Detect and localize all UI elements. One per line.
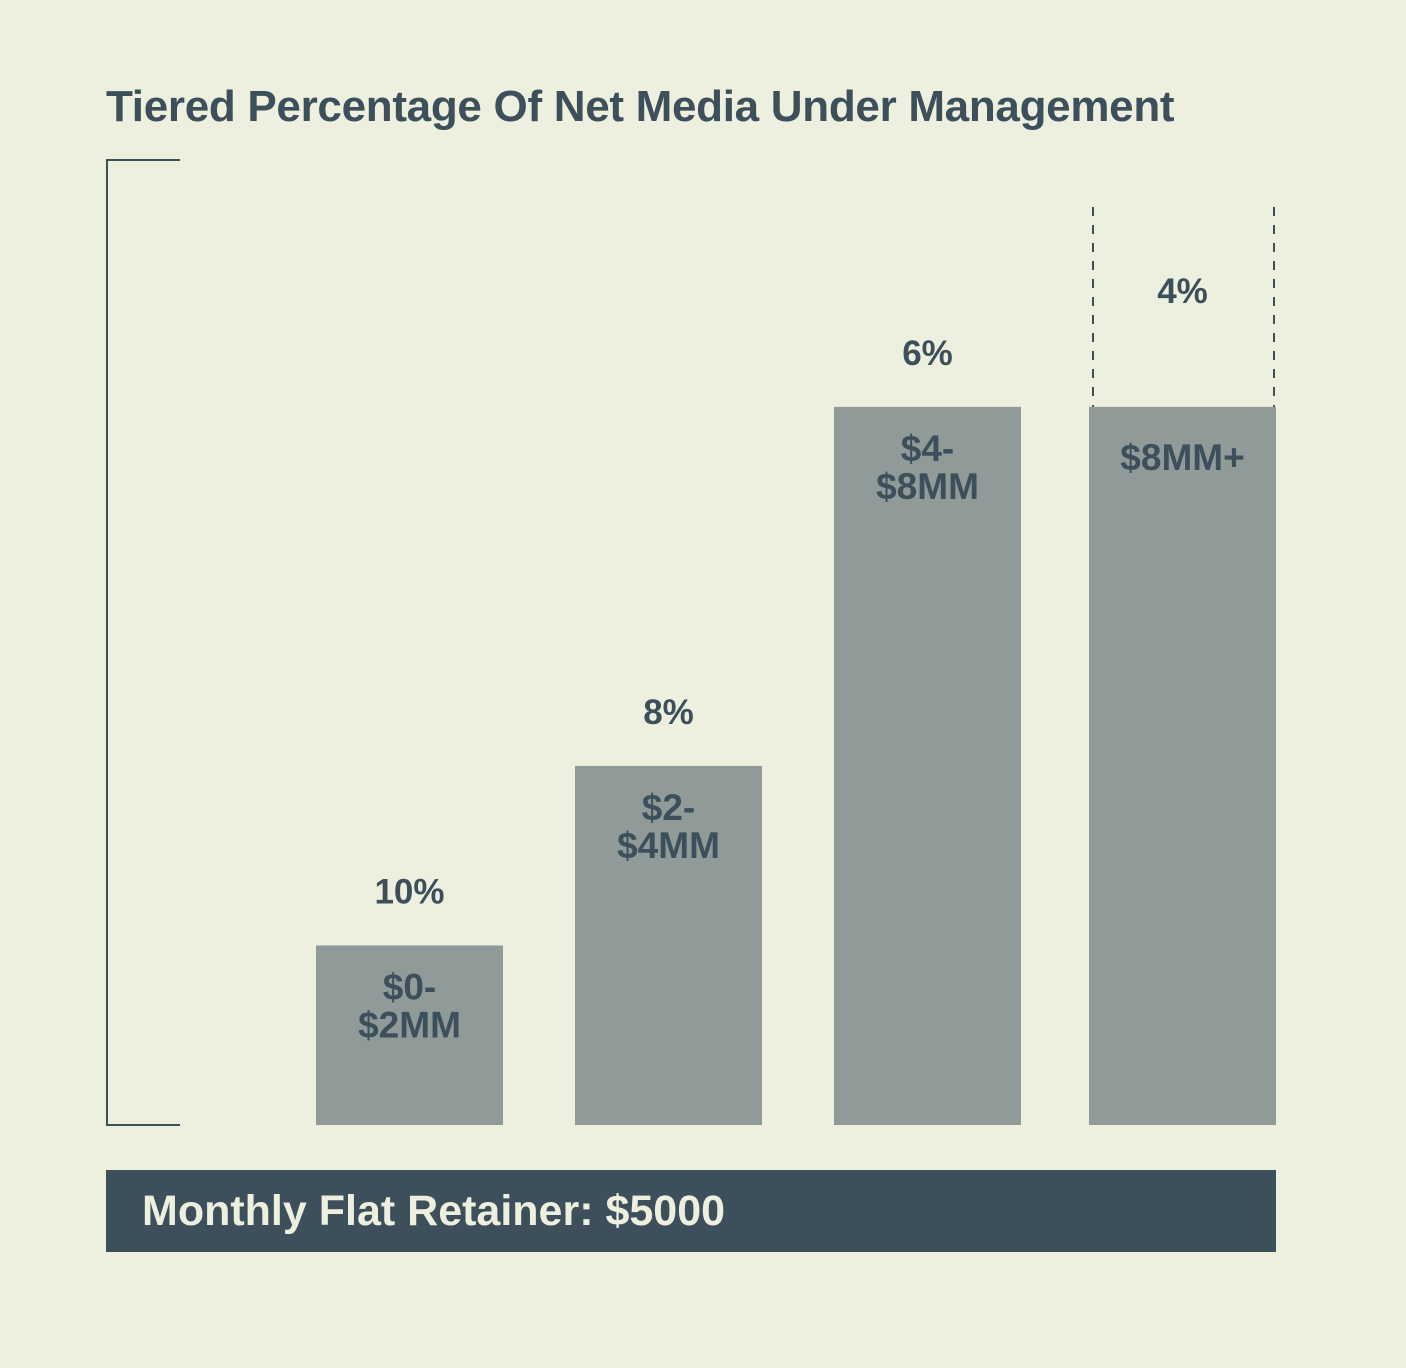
bar-2-4mm (575, 765, 762, 1125)
bar-4-8mm (834, 406, 1021, 1125)
tier-label-0-2mm: $0-$2MM (358, 966, 461, 1045)
tier-label-4-8mm: $4-$8MM (876, 428, 979, 507)
tier-label-line: $8MM (876, 466, 979, 507)
tier-label-line: $8MM+ (1120, 437, 1244, 478)
tier-bar-chart: 10% $0-$2MM 8% $2-$4MM 6% $4-$8MM 4% $8MM+ (106, 159, 1276, 1126)
tier-label-line: $4- (901, 428, 954, 469)
tier-label-line: $4MM (617, 825, 720, 866)
tier-label-line: $0- (383, 966, 436, 1007)
monthly-retainer-label: Monthly Flat Retainer: $5000 (142, 1186, 726, 1235)
tier-label-line: $2MM (358, 1004, 461, 1045)
rate-label-0-2mm: 10% (374, 872, 444, 911)
bar-8mm (1089, 406, 1276, 1125)
bars-group: 10% $0-$2MM 8% $2-$4MM 6% $4-$8MM 4% $8MM+ (316, 207, 1276, 1125)
tier-label-2-4mm: $2-$4MM (617, 787, 720, 866)
bar-0-2mm (316, 945, 503, 1125)
rate-label-4-8mm: 6% (902, 334, 953, 373)
monthly-retainer-banner: Monthly Flat Retainer: $5000 (106, 1170, 1276, 1252)
tier-label-line: $2- (642, 787, 695, 828)
chart-title: Tiered Percentage Of Net Media Under Man… (106, 82, 1175, 131)
rate-label-8mm: 4% (1157, 272, 1208, 311)
chart-bracket (106, 159, 180, 1126)
tier-label-8mm: $8MM+ (1120, 437, 1244, 478)
rate-label-2-4mm: 8% (643, 693, 694, 732)
